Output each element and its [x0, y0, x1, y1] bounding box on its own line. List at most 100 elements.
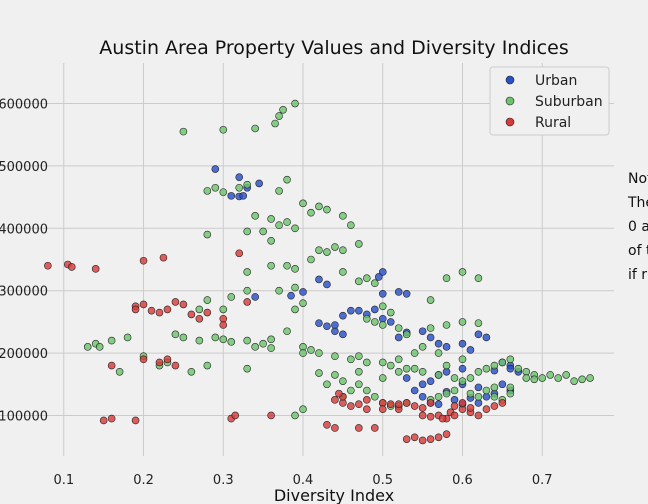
side-note-line: The — [627, 195, 648, 211]
rural-point — [243, 298, 251, 306]
suburban-point — [363, 274, 371, 283]
rural-point — [458, 399, 467, 407]
rural-point — [131, 416, 140, 425]
urban-point — [418, 327, 427, 336]
rural-point — [426, 399, 435, 407]
side-note-line: if r — [628, 267, 647, 283]
series-suburban — [83, 99, 594, 420]
urban-point — [315, 319, 323, 327]
suburban-point — [315, 202, 323, 211]
rural-point — [331, 424, 339, 432]
suburban-point — [331, 243, 339, 251]
suburban-point — [347, 355, 355, 364]
suburban-point — [279, 105, 287, 114]
suburban-point — [307, 255, 315, 264]
rural-point — [466, 404, 475, 412]
y-tick-label: 100000 — [0, 409, 48, 424]
x-tick-label: 0.4 — [293, 473, 314, 488]
chart-title: Austin Area Property Values and Diversit… — [99, 37, 568, 59]
suburban-point — [267, 344, 275, 352]
suburban-point — [203, 230, 212, 239]
legend-marker-urban — [505, 75, 515, 85]
suburban-point — [538, 374, 547, 382]
rural-point — [107, 361, 116, 370]
suburban-point — [394, 355, 403, 364]
suburban-point — [195, 305, 204, 314]
suburban-point — [251, 124, 259, 133]
rural-point — [171, 361, 180, 370]
rural-point — [171, 298, 180, 306]
urban-point — [402, 374, 411, 382]
rural-point — [438, 414, 447, 423]
suburban-point — [474, 367, 483, 376]
suburban-point — [235, 183, 244, 192]
urban-point — [323, 322, 331, 331]
suburban-point — [363, 358, 371, 367]
rural-point — [139, 256, 148, 265]
rural-point — [482, 405, 491, 414]
suburban-point — [107, 336, 116, 345]
suburban-point — [434, 349, 443, 357]
suburban-point — [530, 375, 539, 384]
suburban-point — [442, 274, 451, 283]
suburban-point — [299, 405, 307, 414]
rural-point — [434, 433, 443, 442]
y-tick-label: 600000 — [0, 98, 48, 113]
suburban-point — [466, 374, 475, 382]
suburban-point — [275, 187, 283, 195]
legend-label-urban: Urban — [535, 73, 577, 89]
rural-point — [331, 396, 339, 404]
suburban-point — [291, 411, 299, 420]
suburban-point — [283, 327, 291, 336]
suburban-point — [554, 374, 562, 382]
rural-point — [355, 400, 363, 409]
y-tick-label: 500000 — [0, 160, 48, 175]
rural-point — [267, 411, 275, 420]
rural-point — [235, 249, 244, 258]
suburban-point — [323, 205, 331, 214]
legend-label-suburban: Suburban — [535, 94, 603, 110]
suburban-point — [243, 180, 251, 189]
urban-point — [339, 311, 347, 320]
suburban-point — [474, 274, 483, 283]
urban-point — [426, 377, 435, 385]
rural-point — [450, 411, 459, 420]
suburban-point — [203, 296, 212, 304]
urban-point — [474, 383, 483, 392]
rural-point — [139, 300, 148, 309]
x-tick-label: 0.7 — [532, 473, 553, 488]
suburban-point — [219, 305, 228, 314]
suburban-point — [370, 392, 379, 401]
suburban-point — [386, 361, 395, 370]
legend-label-rural: Rural — [535, 115, 571, 131]
rural-point — [155, 308, 164, 317]
suburban-point — [219, 125, 228, 134]
urban-point — [434, 339, 443, 348]
suburban-point — [243, 336, 251, 345]
urban-point — [434, 400, 443, 409]
suburban-point — [299, 299, 307, 307]
suburban-point — [291, 265, 299, 273]
suburban-point — [355, 240, 363, 248]
suburban-point — [418, 343, 427, 351]
urban-point — [239, 192, 248, 200]
suburban-point — [474, 392, 483, 401]
suburban-point — [267, 261, 275, 270]
urban-point — [347, 306, 355, 315]
suburban-point — [299, 199, 307, 208]
rural-point — [91, 265, 100, 273]
suburban-point — [370, 279, 379, 288]
suburban-point — [562, 371, 570, 379]
suburban-point — [339, 246, 347, 254]
suburban-point — [426, 324, 435, 332]
urban-point — [458, 339, 467, 348]
suburban-point — [331, 371, 339, 379]
urban-point — [402, 290, 411, 298]
data-points — [44, 99, 594, 445]
y-axis-ticks: 100000 200000 300000 400000 500000 600000 — [0, 98, 48, 425]
rural-point — [394, 400, 403, 409]
suburban-point — [355, 367, 363, 376]
suburban-point — [123, 333, 132, 342]
side-note-line: of t — [628, 243, 648, 259]
suburban-point — [458, 268, 467, 276]
